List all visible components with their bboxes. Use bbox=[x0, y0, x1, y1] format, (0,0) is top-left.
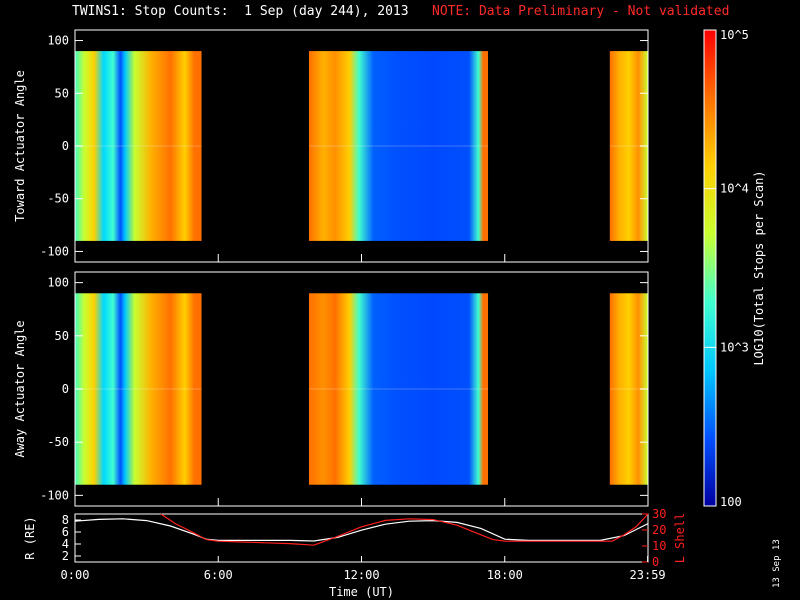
ytick-label-toward-3: -50 bbox=[47, 192, 69, 206]
ytick-label-away-1: 50 bbox=[55, 329, 69, 343]
xtick-label-2: 12:00 bbox=[343, 568, 379, 582]
ytick-label-away-2: 0 bbox=[62, 382, 69, 396]
zero-angle-band-toward-3 bbox=[609, 145, 648, 147]
xtick-label-4: 23:59 bbox=[630, 568, 666, 582]
ylabel-away: Away Actuator Angle bbox=[13, 320, 27, 457]
colorbar-tick-label-3: 100 bbox=[720, 495, 742, 509]
xtick-label-3: 18:00 bbox=[487, 568, 523, 582]
heatmap-segment-away-2 bbox=[308, 293, 489, 485]
colorbar-tick-label-1: 10^4 bbox=[720, 182, 749, 196]
ylabel-toward: Toward Actuator Angle bbox=[13, 70, 27, 222]
plot-title: TWINS1: Stop Counts: 1 Sep (day 244), 20… bbox=[72, 4, 409, 19]
zero-angle-band-toward-1 bbox=[75, 145, 202, 147]
orbit-y2tick-label-0: 30 bbox=[652, 507, 666, 521]
orbit-y2tick-label-3: 0 bbox=[652, 555, 659, 569]
preliminary-note: NOTE: Data Preliminary - Not validated bbox=[432, 4, 730, 19]
panel-away: 100 50 0 -50 -100 Away Actuator Angle bbox=[13, 271, 649, 507]
ytick-label-toward-2: 0 bbox=[62, 139, 69, 153]
xtick-label-1: 6:00 bbox=[204, 568, 233, 582]
heatmap-segment-toward-1 bbox=[75, 51, 202, 241]
ytick-label-toward-1: 50 bbox=[55, 86, 69, 100]
zero-angle-band-away-3 bbox=[609, 388, 648, 390]
orbit-line-L bbox=[160, 513, 649, 546]
date-stamp: 13 Sep 13 bbox=[772, 539, 782, 588]
orbit-ylabel: R (RE) bbox=[23, 516, 37, 559]
heatmap-segment-away-1 bbox=[75, 293, 202, 485]
orbit-ytick-label-2: 4 bbox=[62, 537, 69, 551]
xtick-label-0: 0:00 bbox=[61, 568, 90, 582]
orbit-y2tick-label-2: 10 bbox=[652, 539, 666, 553]
zero-angle-band-away-1 bbox=[75, 388, 202, 390]
orbit-ytick-label-3: 2 bbox=[62, 549, 69, 563]
heatmap-segment-toward-2 bbox=[308, 51, 489, 241]
ytick-label-away-3: -50 bbox=[47, 435, 69, 449]
colorbar-tick-label-2: 10^3 bbox=[720, 340, 749, 354]
title-row: TWINS1: Stop Counts: 1 Sep (day 244), 20… bbox=[0, 4, 800, 24]
panel-toward: 100 50 0 -50 -100 Toward Actuator Angle bbox=[13, 29, 649, 263]
panel-orbit-frame bbox=[74, 513, 649, 563]
zero-angle-band-away-2 bbox=[308, 388, 489, 390]
xlabel: Time (UT) bbox=[329, 585, 394, 599]
orbit-y2tick-label-1: 20 bbox=[652, 523, 666, 537]
zero-angle-band-toward-2 bbox=[308, 145, 489, 147]
orbit-ytick-label-0: 8 bbox=[62, 513, 69, 527]
ytick-label-away-4: -100 bbox=[40, 488, 69, 502]
orbit-ylabel2: L Shell bbox=[673, 513, 687, 564]
ytick-label-toward-0: 100 bbox=[47, 34, 69, 48]
colorbar: 10^5 10^4 10^3 100 LOG10(Total Stops per Sca… bbox=[703, 28, 766, 509]
ytick-label-away-0: 100 bbox=[47, 276, 69, 290]
colorbar-gradient bbox=[704, 30, 716, 506]
orbit-line-R bbox=[74, 518, 649, 542]
colorbar-tick-label-0: 10^5 bbox=[720, 28, 749, 42]
orbit-ytick-label-1: 6 bbox=[62, 525, 69, 539]
colorbar-label: LOG10(Total Stops per Scan) bbox=[752, 170, 766, 365]
ytick-label-toward-4: -100 bbox=[40, 244, 69, 258]
